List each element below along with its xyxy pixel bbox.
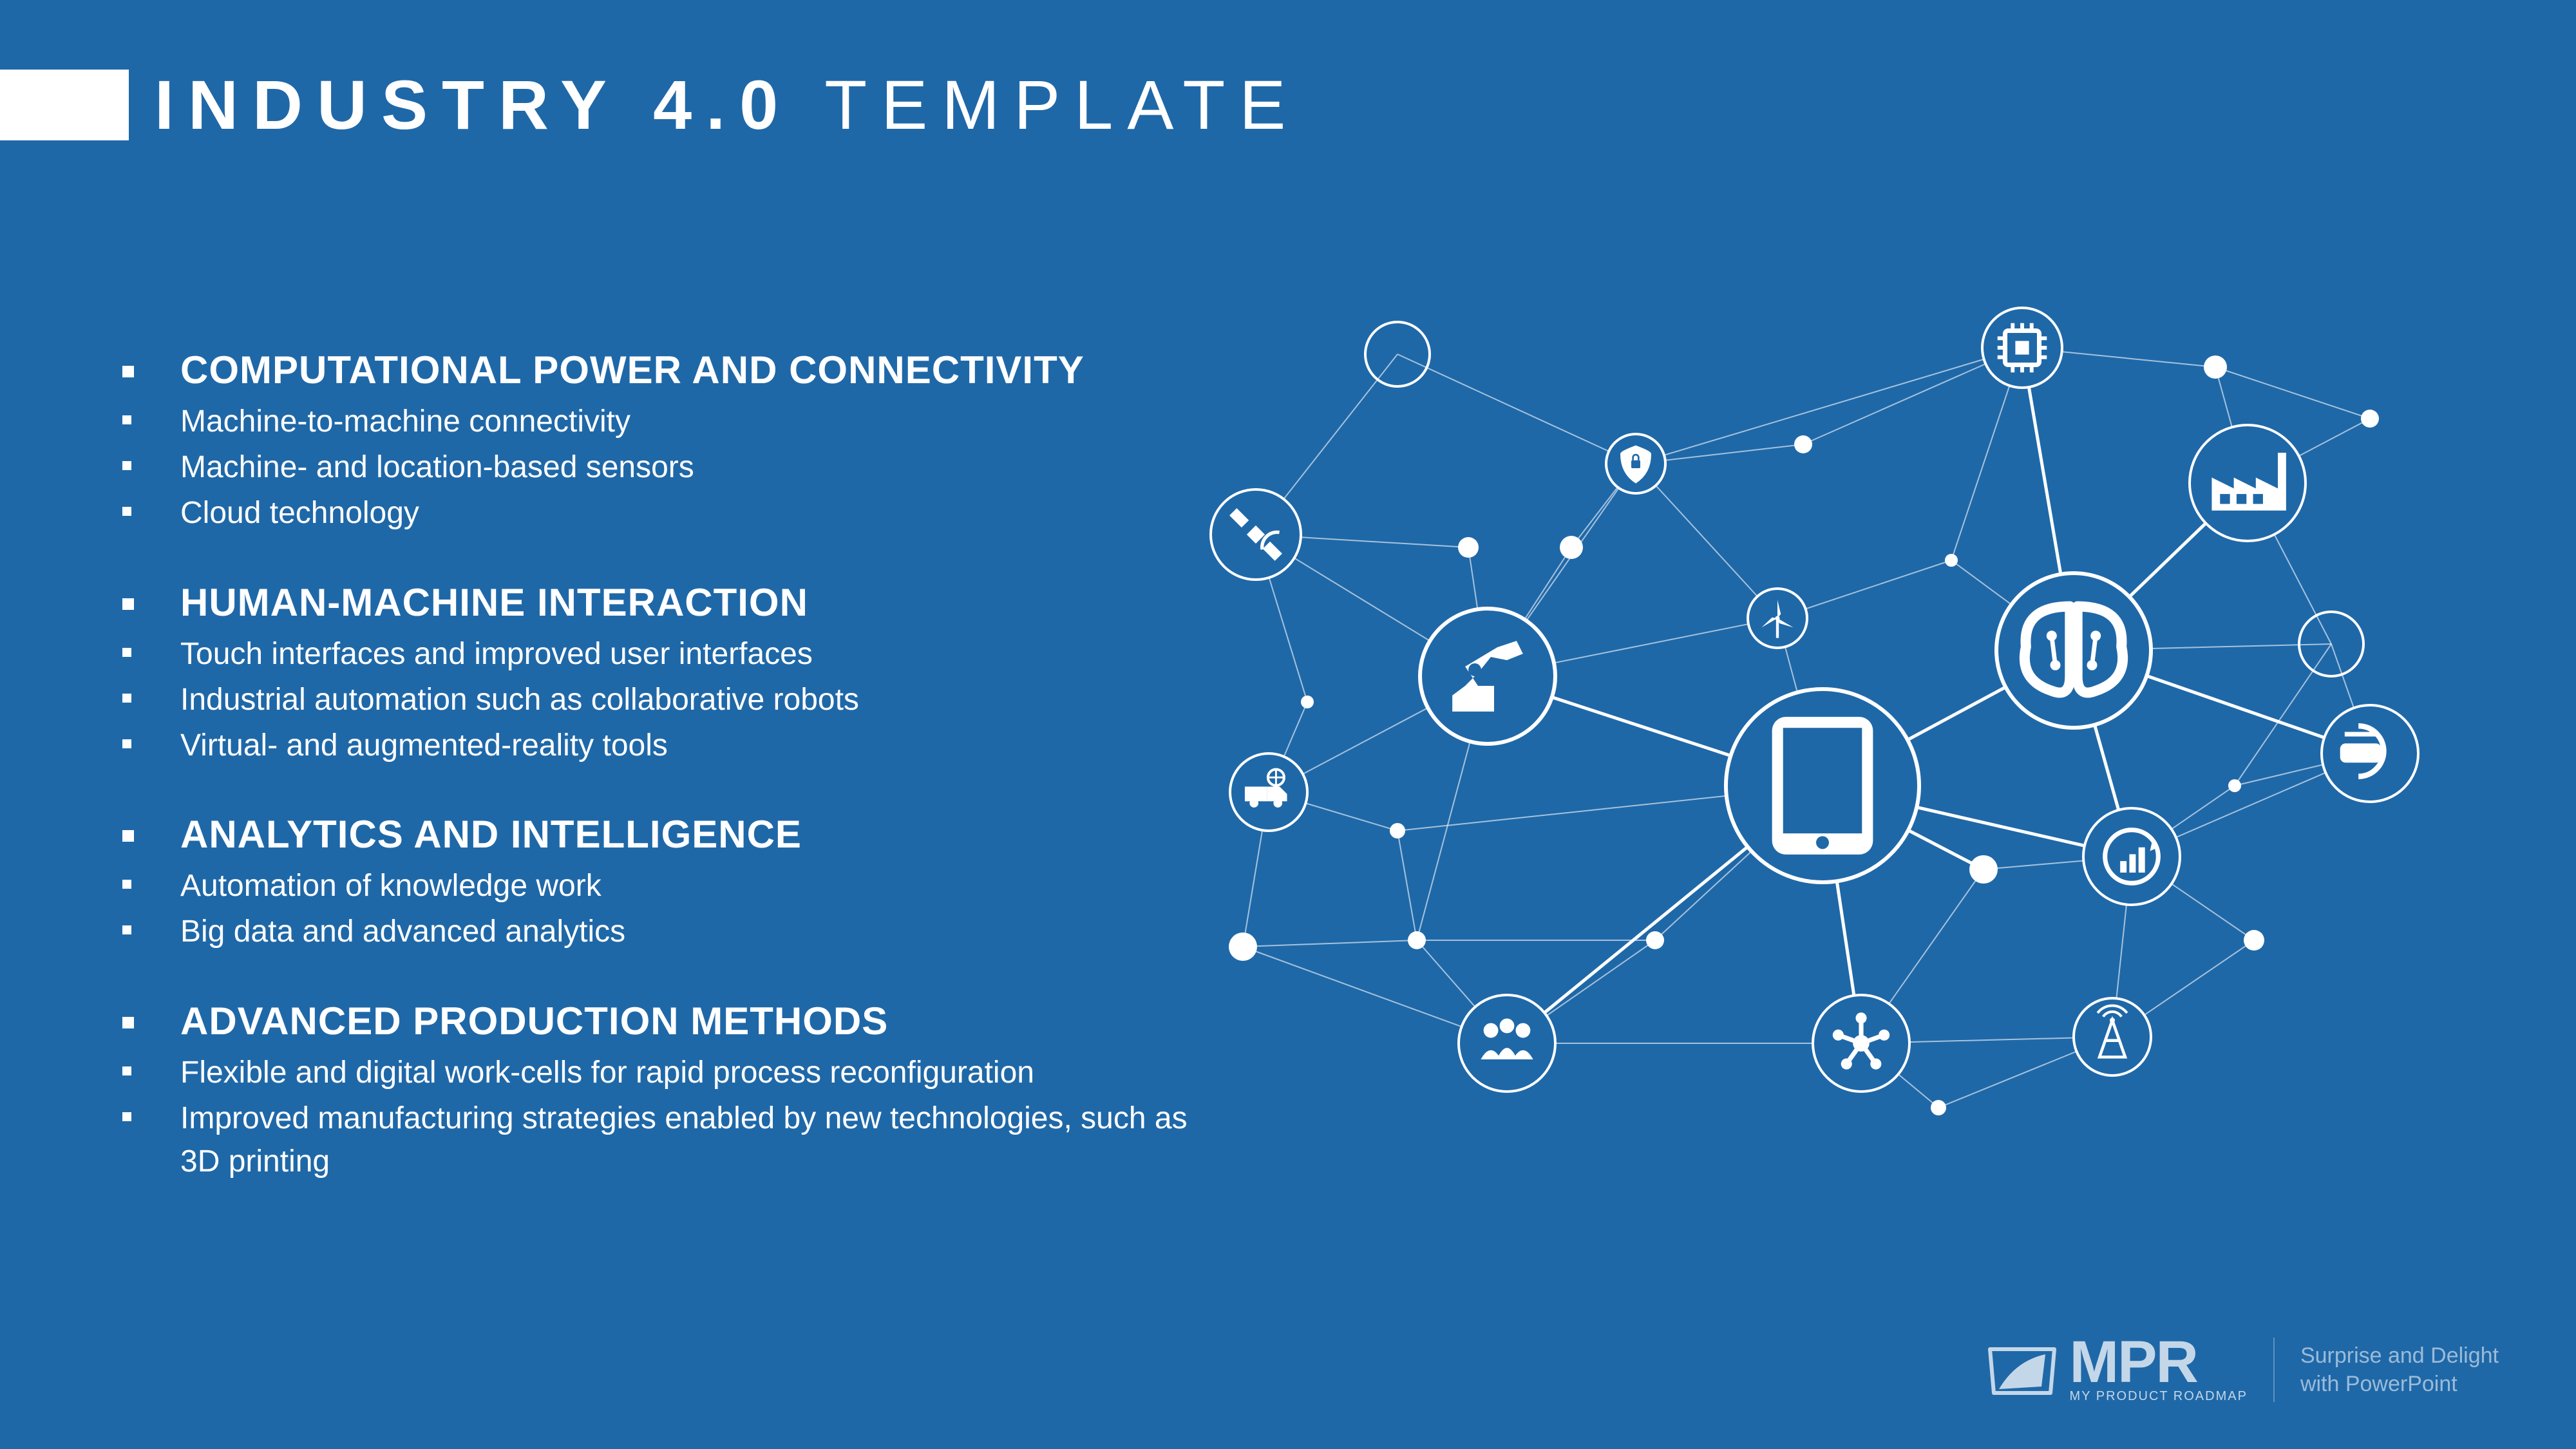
section-item: Flexible and digital work-cells for rapi… [122, 1051, 1217, 1094]
section-heading: ANALYTICS AND INTELLIGENCE [122, 812, 1217, 857]
d6-node [1945, 554, 1958, 567]
section-heading-text: COMPUTATIONAL POWER AND CONNECTIVITY [180, 348, 1084, 392]
antenna-node [2074, 998, 2151, 1075]
d2-node [1560, 536, 1583, 559]
bullet-icon [122, 366, 134, 377]
title-bold: INDUSTRY 4.0 [155, 66, 792, 144]
section-item-text: Virtual- and augmented-reality tools [180, 724, 668, 767]
section-item-text: Automation of knowledge work [180, 864, 601, 907]
logo-text: MPR [2070, 1336, 2248, 1389]
bullet-icon [122, 694, 131, 703]
shield-node [1606, 434, 1665, 493]
slide: INDUSTRY 4.0 TEMPLATE COMPUTATIONAL POWE… [0, 0, 2576, 1449]
section-heading-text: ADVANCED PRODUCTION METHODS [180, 999, 888, 1043]
section-heading-text: ANALYTICS AND INTELLIGENCE [180, 812, 802, 857]
logo-text-block: MPR MY PRODUCT ROADMAP [2070, 1336, 2248, 1404]
section-item: Virtual- and augmented-reality tools [122, 724, 1217, 767]
bullet-icon [122, 1017, 134, 1028]
section-item: Industrial automation such as collaborat… [122, 678, 1217, 721]
bullet-icon [122, 739, 131, 748]
title-light: TEMPLATE [792, 66, 1300, 144]
d9-node [1229, 933, 1257, 961]
bullet-icon [122, 415, 131, 424]
chip-node [1982, 308, 2062, 388]
wind-node [1748, 589, 1807, 648]
bullet-icon [122, 925, 131, 934]
section-item-text: Flexible and digital work-cells for rapi… [180, 1051, 1034, 1094]
section: COMPUTATIONAL POWER AND CONNECTIVITY Mach… [122, 348, 1217, 535]
section-heading-text: HUMAN-MACHINE INTERACTION [180, 580, 808, 625]
section-item-text: Industrial automation such as collaborat… [180, 678, 859, 721]
analytics-node [2083, 808, 2180, 905]
d3-node [1794, 435, 1812, 453]
bullet-icon [122, 507, 131, 516]
section: ANALYTICS AND INTELLIGENCE Automation of … [122, 812, 1217, 953]
logo-block: MPR MY PRODUCT ROADMAP [1984, 1336, 2248, 1404]
section: ADVANCED PRODUCTION METHODS Flexible and … [122, 999, 1217, 1184]
d8-node [1390, 823, 1405, 838]
section-item-text: Machine-to-machine connectivity [180, 400, 630, 443]
footer-divider [2273, 1338, 2275, 1402]
page-title: INDUSTRY 4.0 TEMPLATE [155, 64, 1300, 145]
section-item-text: Machine- and location-based sensors [180, 446, 694, 489]
d5-node [2361, 410, 2379, 428]
d11-node [1646, 931, 1664, 949]
bullet-icon [122, 1066, 131, 1075]
d10-node [1408, 931, 1426, 949]
section-item-text: Cloud technology [180, 491, 419, 535]
logo-icon [1984, 1338, 2061, 1402]
tagline-line1: Surprise and Delight [2300, 1341, 2499, 1370]
section-item: Touch interfaces and improved user inter… [122, 632, 1217, 676]
d15-node [1931, 1100, 1946, 1115]
section-item-text: Improved manufacturing strategies enable… [180, 1097, 1217, 1183]
network-node [1813, 995, 1909, 1092]
tablet-node [1726, 689, 1919, 882]
section-item: Automation of knowledge work [122, 864, 1217, 907]
brain-node [1996, 573, 2151, 728]
people-node [1459, 995, 1555, 1092]
logo-subtitle: MY PRODUCT ROADMAP [2070, 1389, 2248, 1404]
d14-node [2244, 930, 2264, 951]
bullet-icon [122, 1112, 131, 1121]
logistics-node [1230, 753, 1307, 831]
diagram-svg [1159, 296, 2512, 1198]
robot-node [1420, 609, 1555, 744]
factory-node [2190, 425, 2306, 541]
d13-node [2228, 779, 2241, 792]
d7-node [1301, 696, 1314, 708]
section-item-text: Big data and advanced analytics [180, 910, 625, 953]
d4-node [2204, 355, 2227, 379]
section-item: Cloud technology [122, 491, 1217, 535]
section-item-text: Touch interfaces and improved user inter… [180, 632, 813, 676]
footer-tagline: Surprise and Delight with PowerPoint [2300, 1341, 2499, 1398]
section-heading: ADVANCED PRODUCTION METHODS [122, 999, 1217, 1043]
bullet-icon [122, 830, 134, 842]
section: HUMAN-MACHINE INTERACTION Touch interface… [122, 580, 1217, 768]
d12-node [1969, 855, 1998, 884]
title-accent-bar [0, 70, 129, 140]
section-heading: COMPUTATIONAL POWER AND CONNECTIVITY [122, 348, 1217, 392]
section-item: Machine-to-machine connectivity [122, 400, 1217, 443]
bullet-icon [122, 880, 131, 889]
section-item: Machine- and location-based sensors [122, 446, 1217, 489]
section-heading: HUMAN-MACHINE INTERACTION [122, 580, 1217, 625]
footer: MPR MY PRODUCT ROADMAP Surprise and Deli… [1984, 1336, 2499, 1404]
vr-node [2322, 705, 2418, 802]
title-block: INDUSTRY 4.0 TEMPLATE [0, 64, 1300, 145]
bullet-icon [122, 461, 131, 470]
bullet-icon [122, 598, 134, 610]
bullet-icon [122, 648, 131, 657]
section-item: Big data and advanced analytics [122, 910, 1217, 953]
section-item: Improved manufacturing strategies enable… [122, 1097, 1217, 1183]
d1-node [1458, 537, 1479, 558]
content-list: COMPUTATIONAL POWER AND CONNECTIVITY Mach… [122, 348, 1217, 1228]
tagline-line2: with PowerPoint [2300, 1370, 2499, 1398]
satellite-node [1211, 489, 1301, 580]
network-diagram [1159, 296, 2512, 1198]
